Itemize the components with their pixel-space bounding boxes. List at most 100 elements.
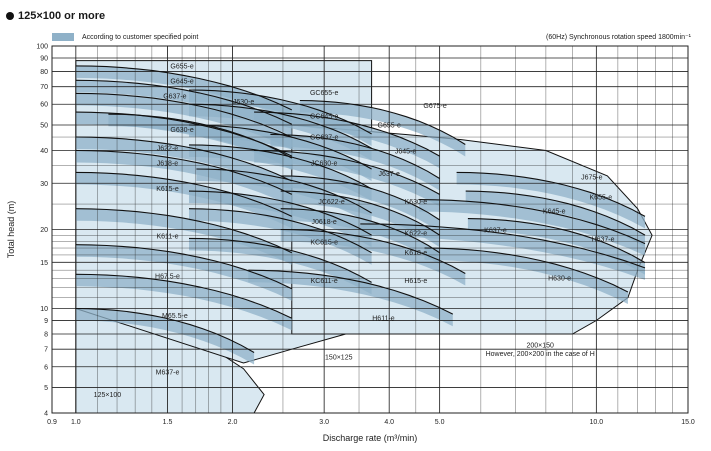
pump-curve xyxy=(254,111,440,157)
pump-curve xyxy=(280,208,440,254)
y-tick-label: 30 xyxy=(40,181,48,188)
pump-band xyxy=(189,238,372,295)
pump-band xyxy=(75,274,292,331)
pump-label: J675-e xyxy=(581,175,603,182)
pump-label: GC645-e xyxy=(310,113,339,120)
region-label: 150×125 xyxy=(325,354,353,361)
pump-band xyxy=(254,112,440,169)
pump-curve xyxy=(188,237,372,283)
pump-curve xyxy=(75,273,293,319)
pump-label: J637-e xyxy=(379,171,401,178)
pump-curve xyxy=(299,99,466,145)
pump-label: K615-e xyxy=(156,186,179,193)
pump-band xyxy=(280,229,466,286)
x-tick-label: 5.0 xyxy=(435,419,445,426)
pump-band xyxy=(280,175,440,232)
pump-label: H615-e xyxy=(404,278,427,285)
pump-label: K622-e xyxy=(405,230,428,237)
pump-curve xyxy=(188,89,372,135)
pump-band xyxy=(360,223,645,280)
region-label: 200×150 xyxy=(526,343,554,350)
pump-label: G637-e xyxy=(163,94,186,101)
pump-curve xyxy=(75,111,293,157)
pump-label: K618-e xyxy=(405,250,428,257)
pump-band xyxy=(75,137,292,193)
pump-curve xyxy=(456,171,646,217)
x-tick-label: 0.9 xyxy=(47,419,57,426)
region-label: 125×100 xyxy=(94,392,122,399)
pump-label: G675-e xyxy=(423,103,446,110)
pump-curve xyxy=(280,175,440,221)
pump-curve xyxy=(75,136,293,182)
pump-band xyxy=(254,150,440,207)
pump-label: J622-e xyxy=(157,145,179,152)
pump-label: KC611-e xyxy=(311,278,338,285)
plot-frame xyxy=(51,45,689,414)
pump-band xyxy=(467,218,645,275)
pump-curve xyxy=(280,228,466,274)
pump-curve xyxy=(75,208,293,254)
pump-band xyxy=(465,191,645,248)
y-tick-label: 8 xyxy=(44,331,48,338)
pump-curve xyxy=(360,223,646,269)
chart-title: 125×100 or more xyxy=(18,10,106,22)
pump-band xyxy=(75,308,255,365)
pump-curve xyxy=(248,269,454,315)
pump-label: K645-e xyxy=(543,209,566,216)
legend-swatch xyxy=(52,33,74,41)
y-tick-label: 70 xyxy=(40,84,48,91)
x-tick-label: 3.0 xyxy=(319,419,329,426)
pump-curve xyxy=(188,103,372,149)
pump-curve xyxy=(75,171,293,217)
pump-label: H630-e xyxy=(548,275,571,282)
pump-band xyxy=(299,100,466,157)
y-tick-label: 90 xyxy=(40,56,48,63)
pump-label: H637-e xyxy=(592,237,615,244)
pump-band xyxy=(189,208,372,265)
pump-band xyxy=(419,199,645,256)
pump-band xyxy=(75,80,292,137)
pump-label: G645-e xyxy=(170,78,193,85)
pump-label: KC615-e xyxy=(310,240,338,247)
pump-band xyxy=(75,208,292,265)
pump-label: M65.5-e xyxy=(162,313,188,320)
pump-curve xyxy=(254,149,440,195)
y-tick-label: 7 xyxy=(44,347,48,354)
pump-label: K637-e xyxy=(484,227,507,234)
pump-curve xyxy=(419,199,646,245)
x-tick-label: 15.0 xyxy=(681,419,695,426)
pump-band xyxy=(75,150,292,207)
pump-band xyxy=(189,191,372,248)
pump-label: K611-e xyxy=(156,233,178,240)
pump-band xyxy=(189,104,372,161)
pump-label: J0618-e xyxy=(312,219,337,226)
pump-curve xyxy=(467,218,646,264)
pump-curve xyxy=(424,247,629,293)
x-axis-title: Discharge rate (m³/min) xyxy=(323,433,418,443)
pump-label: J618-e xyxy=(157,161,179,168)
pump-band xyxy=(189,125,372,181)
y-tick-label: 20 xyxy=(40,227,48,234)
pump-label: K630-e xyxy=(405,199,428,206)
y-tick-label: 9 xyxy=(44,318,48,325)
pump-band xyxy=(75,244,292,301)
x-tick-label: 10.0 xyxy=(590,419,604,426)
x-tick-label: 1.5 xyxy=(163,419,173,426)
y-tick-label: 100 xyxy=(36,44,48,51)
pump-label: G655-e xyxy=(170,64,193,71)
pump-band xyxy=(75,112,292,169)
pump-label: GC637-e xyxy=(310,135,339,142)
x-tick-label: 1.0 xyxy=(71,419,81,426)
pump-band xyxy=(456,172,645,229)
pump-curve xyxy=(75,149,293,195)
pump-label: J630-e xyxy=(233,99,255,106)
x-tick-label: 4.0 xyxy=(384,419,394,426)
x-tick-label: 2.0 xyxy=(228,419,238,426)
y-tick-label: 80 xyxy=(40,69,48,76)
pump-band xyxy=(75,65,292,122)
pump-band xyxy=(75,172,292,229)
y-axis-title: Total head (m) xyxy=(6,201,16,259)
y-tick-label: 10 xyxy=(40,306,48,313)
pump-curve xyxy=(465,190,646,236)
